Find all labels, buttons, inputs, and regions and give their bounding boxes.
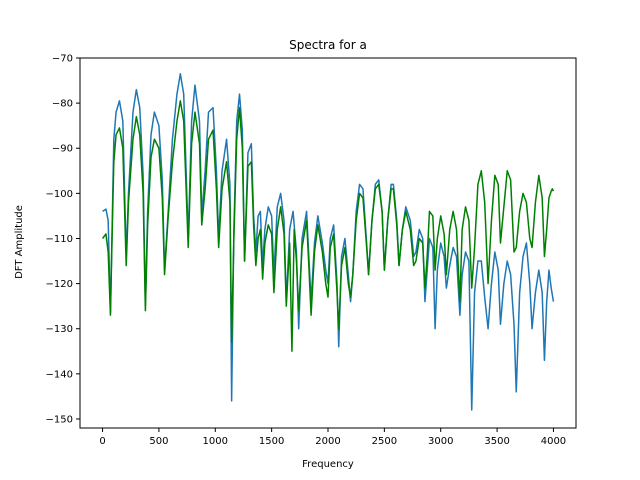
x-tick-label: 2000	[315, 436, 340, 447]
x-tick-label: 1500	[259, 436, 284, 447]
x-tick-label: 3500	[484, 436, 509, 447]
series-line-2	[101, 100, 555, 353]
series-layer	[101, 73, 555, 411]
y-tick-label: −120	[46, 279, 73, 290]
y-tick-label: −80	[52, 99, 73, 110]
y-tick-label: −70	[52, 54, 73, 65]
y-tick-label: −110	[46, 234, 73, 245]
x-tick-label: 500	[149, 436, 168, 447]
plot-frame	[79, 57, 577, 429]
chart-title: Spectra for a	[289, 38, 367, 52]
x-tick-label: 0	[99, 436, 105, 447]
y-tick-label: −100	[46, 189, 73, 200]
ticks-layer: 0 500 1000 1500 2000 2500 3000 3500 4000 −150 −140…	[46, 54, 567, 448]
y-axis-label: DFT Amplitude	[14, 205, 25, 279]
x-axis-label: Frequency	[302, 459, 354, 470]
x-tick-label: 2500	[372, 436, 397, 447]
series-line-1	[102, 73, 555, 411]
y-tick-label: −150	[46, 414, 73, 425]
x-tick-label: 1000	[203, 436, 228, 447]
y-tick-label: −130	[46, 324, 73, 335]
x-tick-label: 3000	[428, 436, 453, 447]
x-tick-label: 4000	[541, 436, 566, 447]
y-tick-label: −140	[46, 369, 73, 380]
y-tick-label: −90	[52, 144, 73, 155]
